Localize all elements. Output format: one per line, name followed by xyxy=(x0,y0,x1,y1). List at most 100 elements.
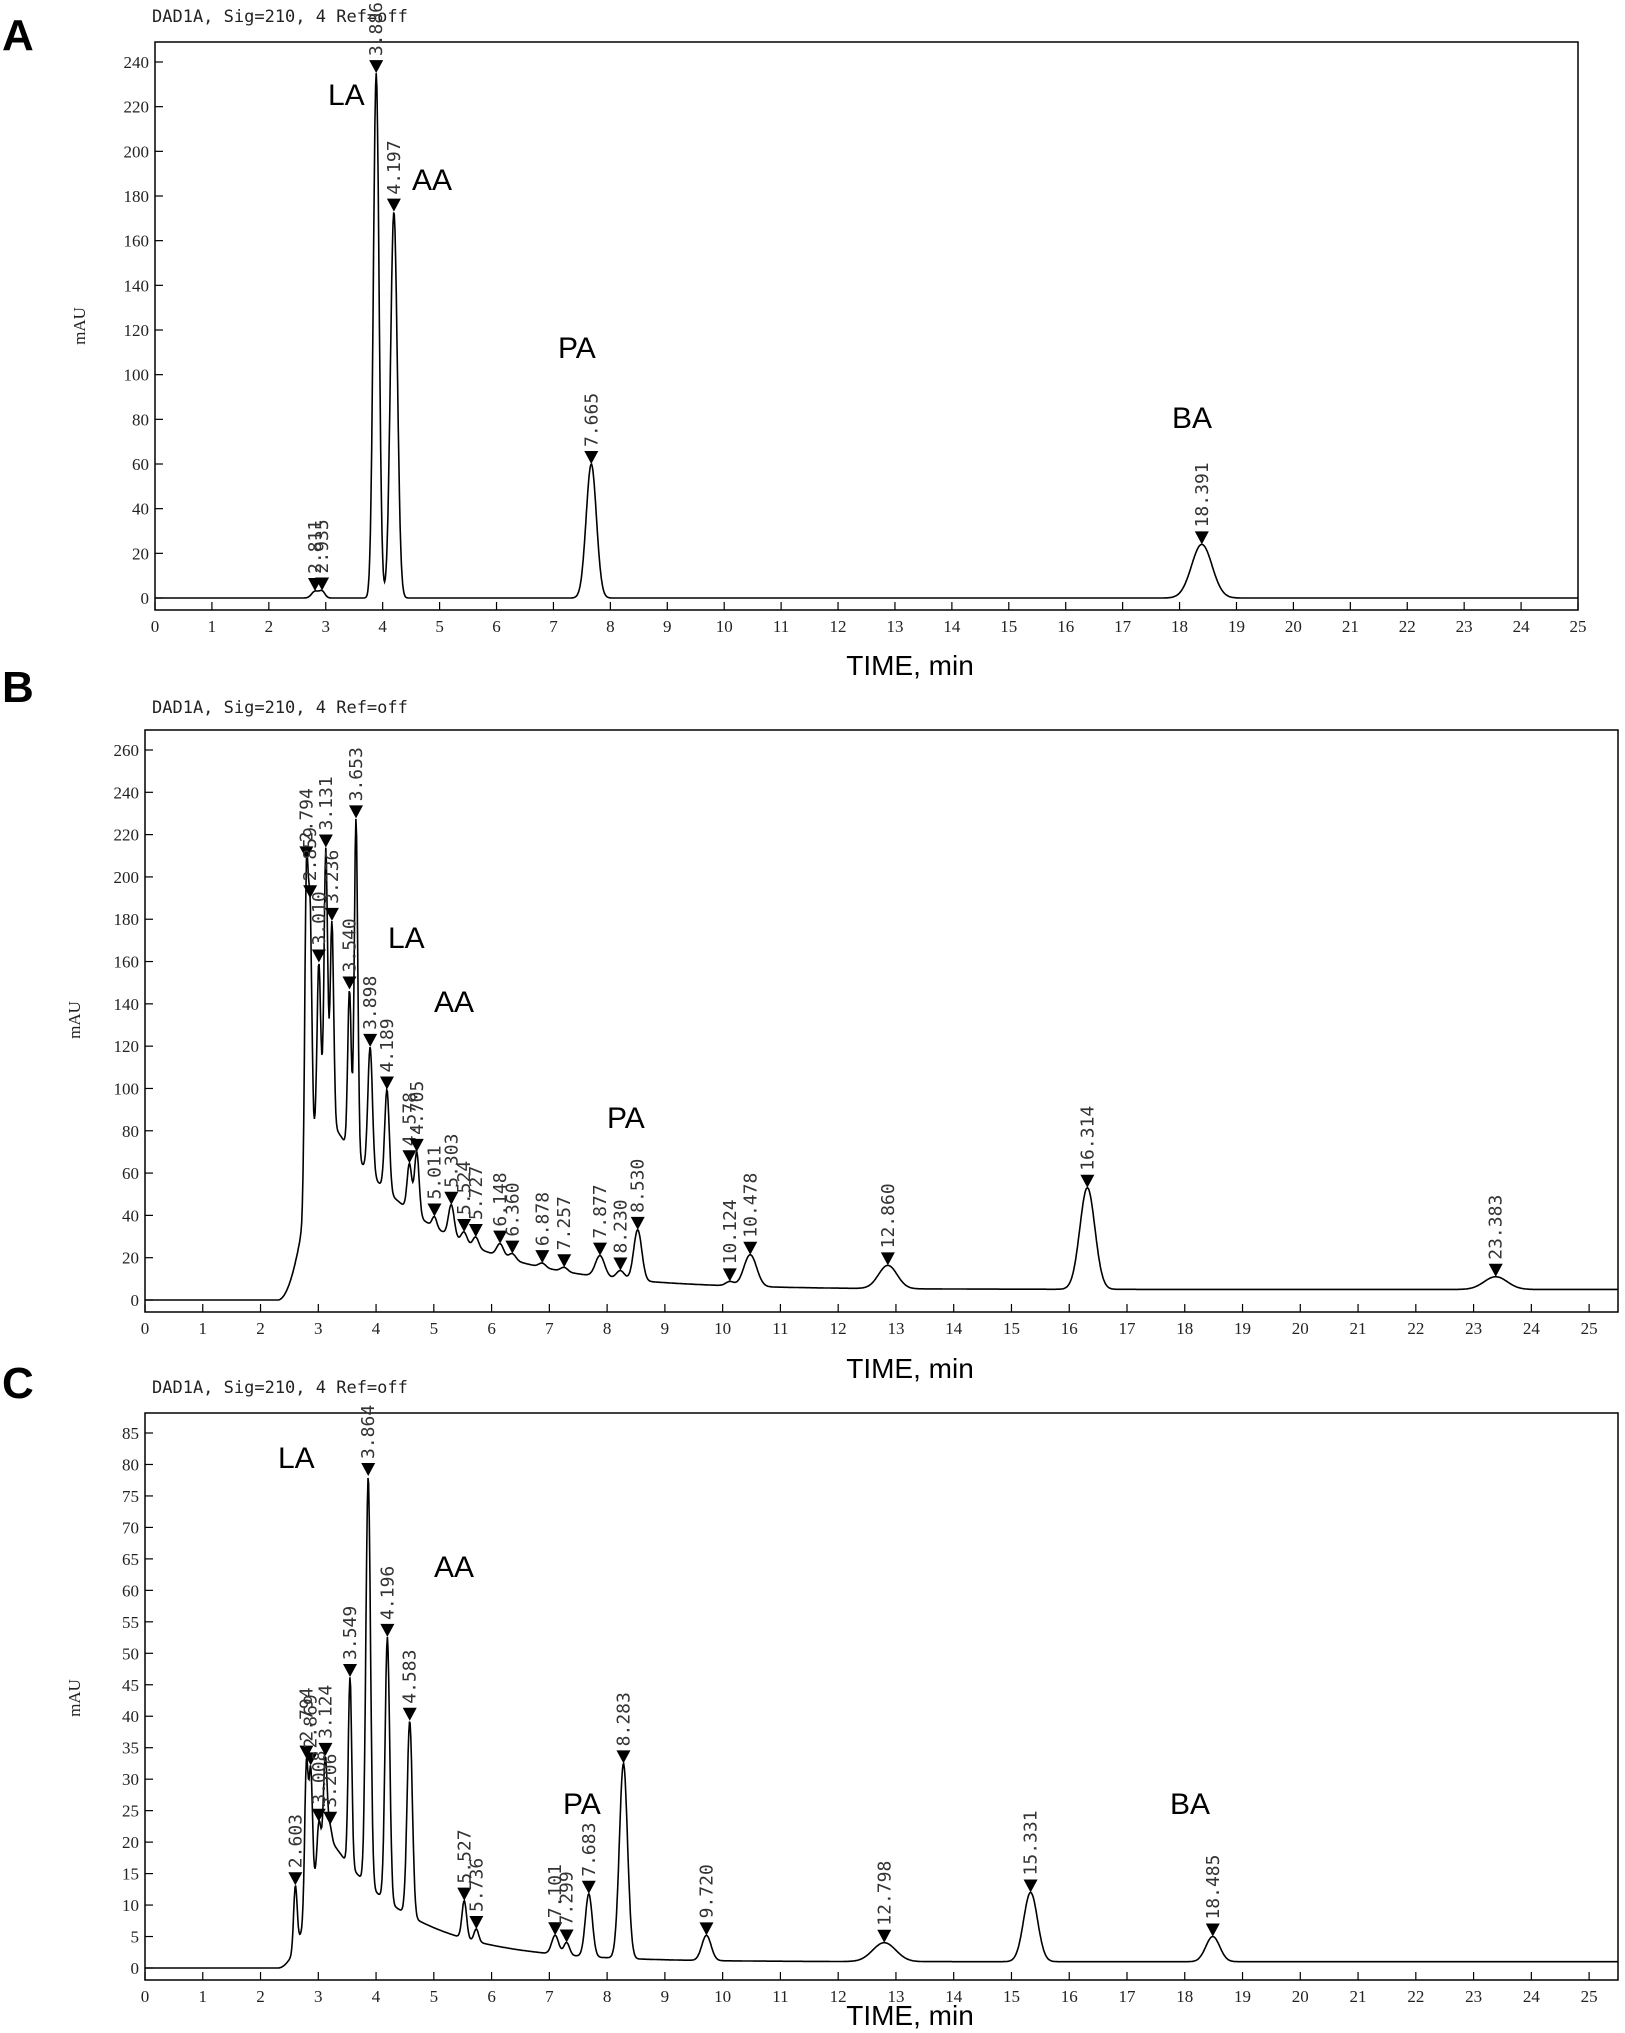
peak-marker xyxy=(1023,1879,1038,1893)
x-axis: 0 1 2 3 4 5 6 7 8 9 10 11 12 13 14 15 16 17 18 19 20 21 22 23 24… xyxy=(151,602,1587,636)
y-tick-label: 240 xyxy=(124,53,150,72)
x-tick-label: 23 xyxy=(1465,1987,1482,2006)
x-tick-label: 4 xyxy=(372,1319,381,1338)
retention-time-label: 2.794 xyxy=(296,1687,317,1741)
peak-marker xyxy=(409,1138,424,1152)
retention-time-label: 10.124 xyxy=(720,1199,741,1264)
y-tick-label: 25 xyxy=(122,1802,139,1821)
retention-time-label: 7.257 xyxy=(554,1196,575,1250)
y-tick-label: 200 xyxy=(124,142,150,161)
compound-label-aa: AA xyxy=(412,164,452,197)
x-tick-label: 7 xyxy=(549,617,558,636)
x-tick-label: 10 xyxy=(714,1987,731,2006)
retention-time-label: 12.798 xyxy=(874,1861,895,1926)
x-tick-label: 24 xyxy=(1523,1987,1541,2006)
y-axis: 0 20 40 60 80 100 120 140 160 180 200 220 240 260 xyxy=(114,741,153,1310)
x-tick-label: 22 xyxy=(1399,617,1416,636)
x-tick-label: 25 xyxy=(1581,1987,1598,2006)
y-tick-label: 60 xyxy=(132,455,149,474)
x-tick-label: 4 xyxy=(372,1987,381,2006)
x-tick-label: 0 xyxy=(141,1987,150,2006)
y-tick-label: 80 xyxy=(132,410,149,429)
retention-time-label: 2.811 xyxy=(305,520,326,574)
x-tick-label: 3 xyxy=(314,1987,323,2006)
peak-marker xyxy=(535,1250,550,1264)
retention-time-label: 3.124 xyxy=(315,1685,336,1739)
y-tick-label: 120 xyxy=(124,321,150,340)
x-axis-label: TIME, min xyxy=(846,1353,974,1384)
retention-time-label: 3.549 xyxy=(340,1606,361,1660)
y-tick-label: 100 xyxy=(124,366,150,385)
y-tick-label: 20 xyxy=(122,1249,139,1268)
y-tick-label: 240 xyxy=(114,783,140,802)
y-tick-label: 40 xyxy=(122,1707,139,1726)
x-tick-label: 14 xyxy=(945,1319,963,1338)
y-tick-label: 20 xyxy=(132,544,149,563)
retention-time-label: 4.197 xyxy=(384,140,405,194)
y-tick-label: 100 xyxy=(114,1079,140,1098)
panel-letter: C xyxy=(2,1359,34,1408)
x-tick-label: 8 xyxy=(606,617,615,636)
peak-marker xyxy=(613,1257,628,1271)
y-axis: 0 20 40 60 80 100 120 140 160 180 200 220 240 xyxy=(124,53,163,608)
peak-marker xyxy=(303,1752,318,1766)
peak-marker xyxy=(469,1916,484,1930)
retention-time-label: 15.331 xyxy=(1021,1810,1042,1875)
chromatogram-trace xyxy=(145,1477,1618,1969)
peak-marker xyxy=(349,805,364,819)
x-tick-label: 14 xyxy=(945,1987,963,2006)
x-tick-label: 13 xyxy=(887,1987,904,2006)
x-tick-label: 11 xyxy=(772,1319,788,1338)
y-tick-label: 120 xyxy=(114,1037,140,1056)
peak-marker xyxy=(299,1745,314,1759)
x-tick-label: 9 xyxy=(661,1987,670,2006)
retention-time-label: 2.603 xyxy=(285,1814,306,1868)
peak-marker xyxy=(427,1203,442,1217)
peak-marker xyxy=(402,1150,417,1164)
compound-label-aa: AA xyxy=(434,1551,474,1584)
y-tick-label: 65 xyxy=(122,1550,139,1569)
retention-time-label: 7.101 xyxy=(545,1864,566,1918)
x-tick-label: 2 xyxy=(256,1319,265,1338)
x-axis-label: TIME, min xyxy=(846,2000,974,2031)
x-tick-label: 13 xyxy=(886,617,903,636)
retention-time-label: 3.653 xyxy=(346,747,367,801)
peak-marker xyxy=(315,577,330,591)
peak-marker xyxy=(584,451,599,464)
x-tick-label: 1 xyxy=(208,617,217,636)
x-tick-label: 21 xyxy=(1342,617,1359,636)
retention-time-label: 5.527 xyxy=(454,1829,475,1883)
x-tick-label: 3 xyxy=(322,617,331,636)
y-tick-label: 55 xyxy=(122,1613,139,1632)
y-tick-label: 80 xyxy=(122,1122,139,1141)
peak-marker xyxy=(630,1216,645,1230)
signal-header: DAD1A, Sig=210, 4 Ref=off xyxy=(152,698,408,718)
compound-label-pa: PA xyxy=(607,1102,645,1135)
x-tick-label: 1 xyxy=(199,1987,208,2006)
y-tick-label: 20 xyxy=(122,1833,139,1852)
y-tick-label: 140 xyxy=(124,276,150,295)
y-tick-label: 200 xyxy=(114,868,140,887)
retention-time-label: 2.869 xyxy=(301,1694,322,1748)
x-tick-label: 16 xyxy=(1057,617,1074,636)
chart-panel-b: B DAD1A, Sig=210, 4 Ref=off02040608010012… xyxy=(2,663,1619,1384)
retention-time-label: 5.727 xyxy=(466,1166,487,1220)
retention-time-label: 7.683 xyxy=(579,1823,600,1877)
y-tick-label: 40 xyxy=(132,500,149,519)
x-tick-label: 17 xyxy=(1119,1987,1137,2006)
peak-marker xyxy=(311,949,326,963)
peak-marker xyxy=(1488,1263,1503,1277)
x-tick-label: 0 xyxy=(141,1319,150,1338)
y-axis-label: mAU xyxy=(65,1001,84,1039)
retention-time-label: 7.665 xyxy=(581,393,602,447)
x-axis: 0 1 2 3 4 5 6 7 8 9 10 11 12 13 14 15 16 17 18 19 20 21 22 23 24… xyxy=(141,1304,1598,1338)
y-tick-label: 50 xyxy=(122,1644,139,1663)
x-tick-label: 20 xyxy=(1292,1987,1309,2006)
y-tick-label: 80 xyxy=(122,1455,139,1474)
x-tick-label: 16 xyxy=(1061,1319,1078,1338)
compound-label-pa: PA xyxy=(558,332,596,365)
x-tick-label: 24 xyxy=(1523,1319,1541,1338)
peak-marker xyxy=(457,1887,472,1901)
plot-frame xyxy=(144,1412,1619,1981)
peak-marker xyxy=(593,1242,608,1256)
